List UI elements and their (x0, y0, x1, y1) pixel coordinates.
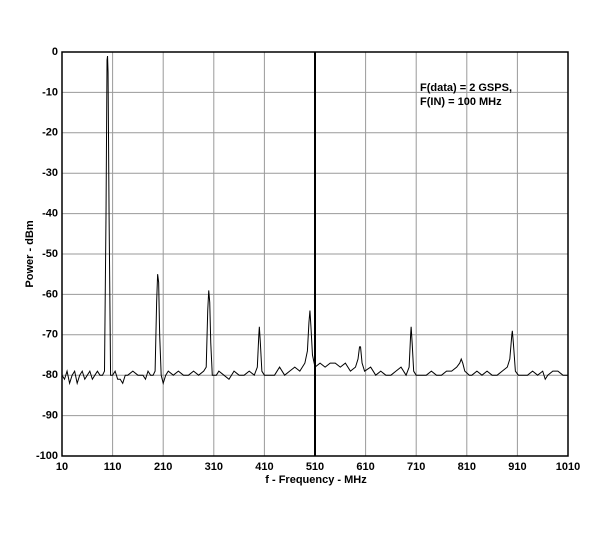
y-tick-label: -80 (42, 369, 58, 381)
x-tick-label: 810 (458, 461, 476, 473)
y-tick-label: -50 (42, 248, 58, 260)
x-tick-label: 110 (104, 461, 122, 473)
x-tick-label: 510 (306, 461, 324, 473)
y-tick-label: -90 (42, 410, 58, 422)
y-tick-label: -60 (42, 288, 58, 300)
y-tick-label: -30 (42, 167, 58, 179)
x-tick-label: 910 (508, 461, 526, 473)
x-tick-label: 410 (255, 461, 273, 473)
annotation: F(IN) = 100 MHz (420, 96, 502, 108)
y-tick-label: -70 (42, 329, 58, 341)
x-tick-label: 310 (205, 461, 223, 473)
x-tick-label: 10 (56, 461, 68, 473)
y-tick-label: -10 (42, 86, 58, 98)
x-tick-label: 610 (356, 461, 374, 473)
x-tick-label: 210 (154, 461, 172, 473)
spectrum-line (61, 55, 568, 386)
annotation: F(data) = 2 GSPS, (420, 82, 512, 94)
x-tick-label: 710 (407, 461, 425, 473)
x-axis-label: f - Frequency - MHz (265, 474, 367, 486)
y-tick-label: -100 (36, 450, 58, 462)
x-tick-label: 1010 (556, 461, 580, 473)
y-tick-label: -40 (42, 208, 58, 220)
y-tick-label: -20 (42, 127, 58, 139)
y-tick-label: 0 (52, 46, 58, 58)
y-axis-label: Power - dBm (24, 220, 36, 287)
plot-frame (61, 51, 569, 457)
